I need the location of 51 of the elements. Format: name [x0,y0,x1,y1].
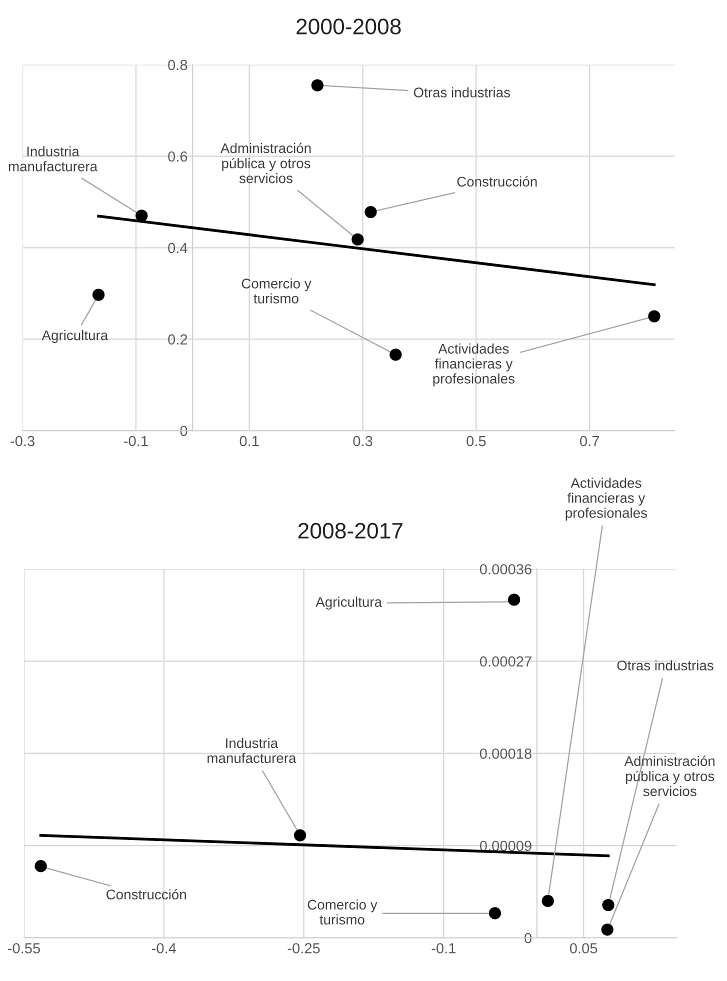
x-tick-label: 0.3 [353,436,372,446]
y-tick-label: 0.8 [168,60,188,70]
y-tick-label: 0.6 [168,151,188,162]
y-tick-label: 0.00009 [480,840,532,852]
annotation: Otras industrias [617,660,714,670]
x-tick-label: -0.1 [124,436,148,446]
point [34,860,47,872]
annotation: Otras industrias [414,87,510,98]
y-tick-label: 0.00027 [480,656,532,667]
point [508,594,520,606]
chart-title: 2008-2017 [298,522,402,539]
point [311,79,324,92]
point [390,348,402,361]
y-tick-label: 0.00018 [480,748,532,759]
x-tick-label: 0.5 [466,436,486,446]
point [92,288,105,301]
annotation: Construcción [457,176,537,187]
y-tick-label: 0 [524,932,532,944]
x-tick-label: 0.05 [570,943,598,954]
point [488,907,502,920]
x-tick-label: 0.7 [580,436,599,446]
point [352,233,364,246]
chart-title: 2000-2008 [296,18,401,34]
point [136,210,148,222]
annotation: Agricultura [316,596,382,610]
point [602,898,614,912]
x-tick-label: -0.25 [288,943,320,954]
point [542,894,554,908]
y-tick-label: 0.2 [168,334,188,345]
annotation: Industria manufacturera [208,738,296,764]
annotation: Administración pública y otros servicios [624,756,714,796]
x-tick-label: -0.3 [10,436,34,446]
point [648,310,660,322]
annotation: Industria manufacturera [8,146,98,172]
y-tick-label: 0.00036 [480,564,532,574]
annotation: Agricultura [42,330,108,343]
annotation: Administración pública y otros servicios [220,142,311,184]
x-tick-label: -0.4 [152,943,176,954]
point [294,829,306,842]
annotation: Actividades financieras y profesionales [433,343,514,386]
annotation: Actividades financieras y profesionales [566,478,647,521]
x-tick-label: -0.55 [8,943,40,954]
annotation: Comercio y turismo [308,899,378,925]
y-tick-label: 0 [180,426,188,436]
point [601,924,614,936]
annotation: Construcción [106,889,186,900]
annotation: Comercio y turismo [242,278,312,304]
x-tick-label: -0.1 [432,943,456,954]
x-tick-label: 0.1 [240,436,259,446]
point [364,206,377,218]
y-tick-label: 0.4 [168,242,188,254]
